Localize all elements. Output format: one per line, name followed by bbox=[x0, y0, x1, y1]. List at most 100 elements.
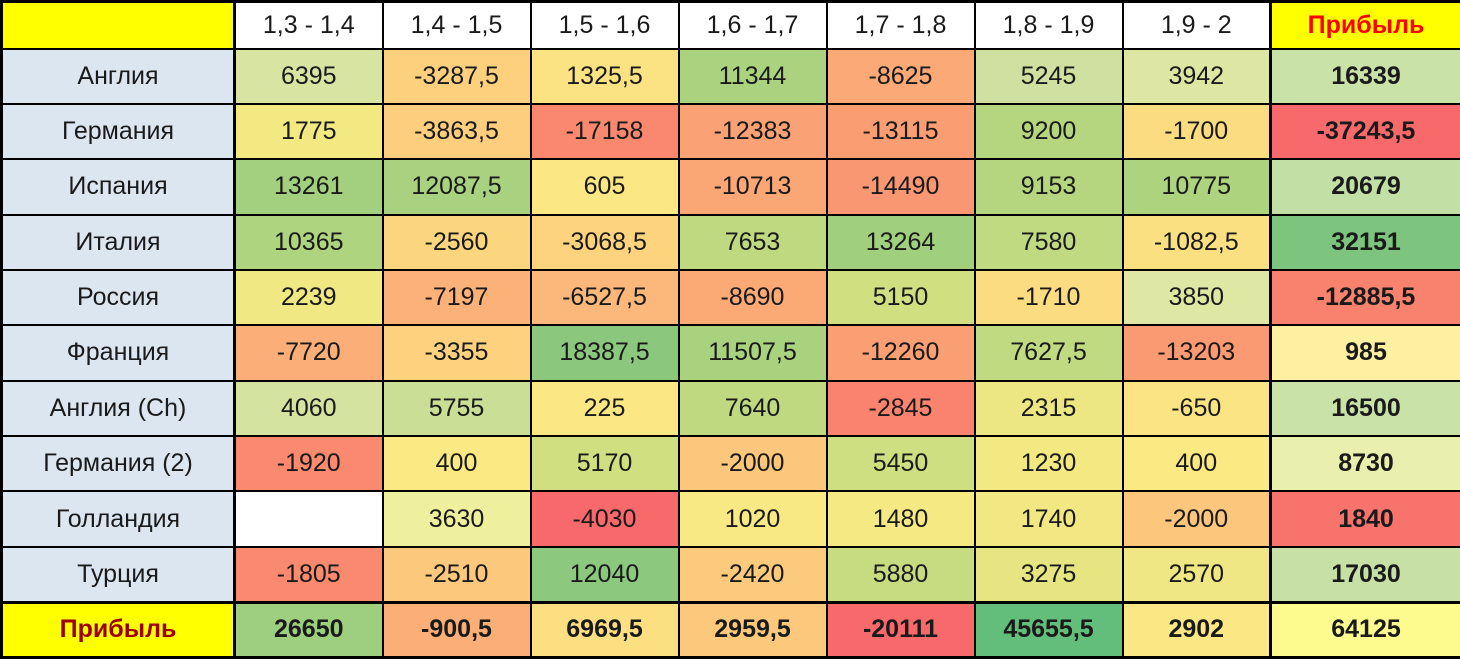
table-row: Франция -7720 -3355 18387,5 11507,5 -12260 762… bbox=[0, 324, 1460, 382]
value-cell: 11507,5 bbox=[677, 324, 828, 382]
totals-value-cell: 2902 bbox=[1121, 600, 1272, 659]
value-cell: -12260 bbox=[825, 324, 976, 382]
profit-value-cell: 32151 bbox=[1269, 213, 1460, 271]
col-header: 1,5 - 1,6 bbox=[529, 0, 680, 50]
value-cell: -2510 bbox=[381, 545, 532, 604]
value-cell: 13264 bbox=[825, 213, 976, 271]
profit-value-cell: 20679 bbox=[1269, 158, 1460, 216]
col-header: 1,9 - 2 bbox=[1121, 0, 1272, 50]
row-label: Англия bbox=[0, 47, 236, 105]
profit-value-cell: 16500 bbox=[1269, 379, 1460, 438]
value-cell: -3863,5 bbox=[381, 102, 532, 161]
totals-value-cell: 6969,5 bbox=[529, 600, 680, 659]
value-cell: 5755 bbox=[381, 379, 532, 438]
value-cell: 7580 bbox=[973, 213, 1124, 271]
value-cell: -1710 bbox=[973, 268, 1124, 327]
value-cell: 5245 bbox=[973, 47, 1124, 105]
value-cell: 5880 bbox=[825, 545, 976, 604]
value-cell: 11344 bbox=[677, 47, 828, 105]
value-cell: -8690 bbox=[677, 268, 828, 327]
profit-value-cell: 8730 bbox=[1269, 435, 1460, 493]
row-label: Испания bbox=[0, 158, 236, 216]
value-cell: 9153 bbox=[973, 158, 1124, 216]
value-cell: 13261 bbox=[233, 158, 384, 216]
value-cell: 225 bbox=[529, 379, 680, 438]
value-cell: -3355 bbox=[381, 324, 532, 382]
value-cell: 6395 bbox=[233, 47, 384, 105]
table-row: Италия 10365 -2560 -3068,5 7653 13264 7580 -108… bbox=[0, 213, 1460, 271]
value-cell: 1230 bbox=[973, 435, 1124, 493]
value-cell: 1020 bbox=[677, 490, 828, 548]
value-cell: 1480 bbox=[825, 490, 976, 548]
value-cell: 2239 bbox=[233, 268, 384, 327]
value-cell: 10365 bbox=[233, 213, 384, 271]
corner-cell bbox=[0, 0, 236, 50]
profit-value-cell: -37243,5 bbox=[1269, 102, 1460, 161]
value-cell: -2000 bbox=[677, 435, 828, 493]
table-header: 1,3 - 1,4 1,4 - 1,5 1,5 - 1,6 1,6 - 1,7 1,7 … bbox=[0, 0, 1460, 50]
value-cell: 1740 bbox=[973, 490, 1124, 548]
row-label: Россия bbox=[0, 268, 236, 327]
profit-value-cell: 985 bbox=[1269, 324, 1460, 382]
value-cell: 605 bbox=[529, 158, 680, 216]
value-cell: 12040 bbox=[529, 545, 680, 604]
value-cell: -1920 bbox=[233, 435, 384, 493]
value-cell: 5150 bbox=[825, 268, 976, 327]
col-header: 1,7 - 1,8 bbox=[825, 0, 976, 50]
value-cell: 400 bbox=[381, 435, 532, 493]
table-row: Англия (Ch) 4060 5755 225 7640 -2845 2315 -650 1… bbox=[0, 379, 1460, 438]
value-cell: -650 bbox=[1121, 379, 1272, 438]
value-cell: -2420 bbox=[677, 545, 828, 604]
row-label: Англия (Ch) bbox=[0, 379, 236, 438]
value-cell: 10775 bbox=[1121, 158, 1272, 216]
value-cell: 5450 bbox=[825, 435, 976, 493]
totals-label: Прибыль bbox=[0, 600, 236, 659]
profit-column-header: Прибыль bbox=[1269, 0, 1460, 50]
value-cell: 4060 bbox=[233, 379, 384, 438]
row-label: Германия bbox=[0, 102, 236, 161]
table-row: Турция -1805 -2510 12040 -2420 5880 3275 2570 17… bbox=[0, 545, 1460, 604]
value-cell: 7627,5 bbox=[973, 324, 1124, 382]
value-cell: 18387,5 bbox=[529, 324, 680, 382]
value-cell: 7653 bbox=[677, 213, 828, 271]
value-cell: -1700 bbox=[1121, 102, 1272, 161]
col-header: 1,8 - 1,9 bbox=[973, 0, 1124, 50]
value-cell: -3287,5 bbox=[381, 47, 532, 105]
totals-row: Прибыль 26650 -900,5 6969,5 2959,5 -20111 4565… bbox=[0, 600, 1460, 659]
row-label: Турция bbox=[0, 545, 236, 604]
value-cell: -2000 bbox=[1121, 490, 1272, 548]
value-cell: -3068,5 bbox=[529, 213, 680, 271]
totals-value-cell: -20111 bbox=[825, 600, 976, 659]
header-row: 1,3 - 1,4 1,4 - 1,5 1,5 - 1,6 1,6 - 1,7 1,7 … bbox=[0, 0, 1460, 50]
value-cell: -1082,5 bbox=[1121, 213, 1272, 271]
table-body: Англия 6395 -3287,5 1325,5 11344 -8625 5245 394… bbox=[0, 47, 1460, 659]
value-cell: -2560 bbox=[381, 213, 532, 271]
value-cell: 2315 bbox=[973, 379, 1124, 438]
value-cell: 3630 bbox=[381, 490, 532, 548]
table-row: Германия 1775 -3863,5 -17158 -12383 -13115 920… bbox=[0, 102, 1460, 161]
grand-total-cell: 64125 bbox=[1269, 600, 1460, 659]
value-cell: 1325,5 bbox=[529, 47, 680, 105]
value-cell: 5170 bbox=[529, 435, 680, 493]
profit-value-cell: -12885,5 bbox=[1269, 268, 1460, 327]
totals-value-cell: -900,5 bbox=[381, 600, 532, 659]
value-cell: -7197 bbox=[381, 268, 532, 327]
profit-value-cell: 1840 bbox=[1269, 490, 1460, 548]
value-cell: -13203 bbox=[1121, 324, 1272, 382]
value-cell: -8625 bbox=[825, 47, 976, 105]
profit-value-cell: 16339 bbox=[1269, 47, 1460, 105]
empty-cell bbox=[233, 490, 384, 548]
value-cell: 3850 bbox=[1121, 268, 1272, 327]
value-cell: -4030 bbox=[529, 490, 680, 548]
col-header: 1,6 - 1,7 bbox=[677, 0, 828, 50]
row-label: Голландия bbox=[0, 490, 236, 548]
value-cell: 7640 bbox=[677, 379, 828, 438]
row-label: Италия bbox=[0, 213, 236, 271]
value-cell: 2570 bbox=[1121, 545, 1272, 604]
totals-value-cell: 26650 bbox=[233, 600, 384, 659]
totals-value-cell: 45655,5 bbox=[973, 600, 1124, 659]
value-cell: -17158 bbox=[529, 102, 680, 161]
table-row: Испания 13261 12087,5 605 -10713 -14490 9153 10… bbox=[0, 158, 1460, 216]
